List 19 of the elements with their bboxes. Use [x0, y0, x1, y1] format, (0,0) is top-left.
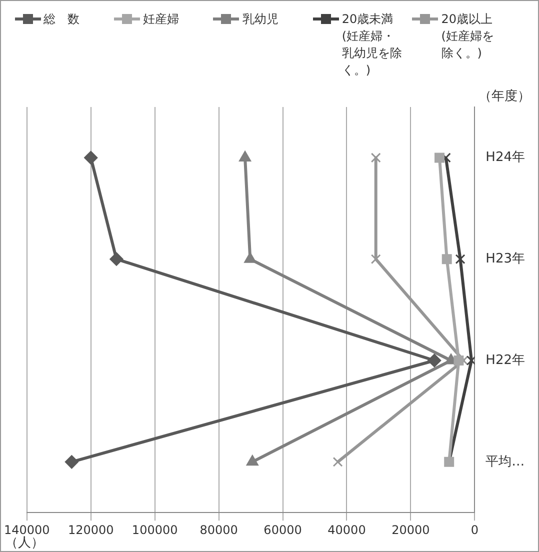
y-tick-label: 平均… [486, 454, 525, 470]
x-tick-label: 100000 [132, 522, 178, 537]
x-axis-title: （人） [5, 535, 44, 550]
y-tick-label: H23年 [486, 251, 526, 266]
legend-label: 20歳以上(妊産婦を除く。) [441, 11, 495, 62]
y-tick-label: H24年 [486, 150, 526, 166]
legend-label: 20歳未満(妊産婦・乳幼児を除く。) [342, 11, 403, 79]
x-tick-label: 140000 [4, 522, 50, 537]
x-tick-label: 60000 [264, 522, 302, 537]
legend-label: 妊産婦 [143, 11, 180, 28]
x-tick-label: 120000 [68, 522, 114, 537]
x-tick-label: 20000 [392, 522, 430, 537]
legend-label: 総 数 [44, 11, 80, 28]
x-tick-label: 80000 [200, 522, 238, 537]
x-tick-label: 40000 [328, 522, 366, 537]
y-tick-label: H22年 [486, 352, 526, 368]
y-axis-title: （年度） [478, 88, 531, 104]
legend-label: 乳幼児 [242, 11, 278, 28]
x-tick-label: 0 [470, 522, 479, 537]
